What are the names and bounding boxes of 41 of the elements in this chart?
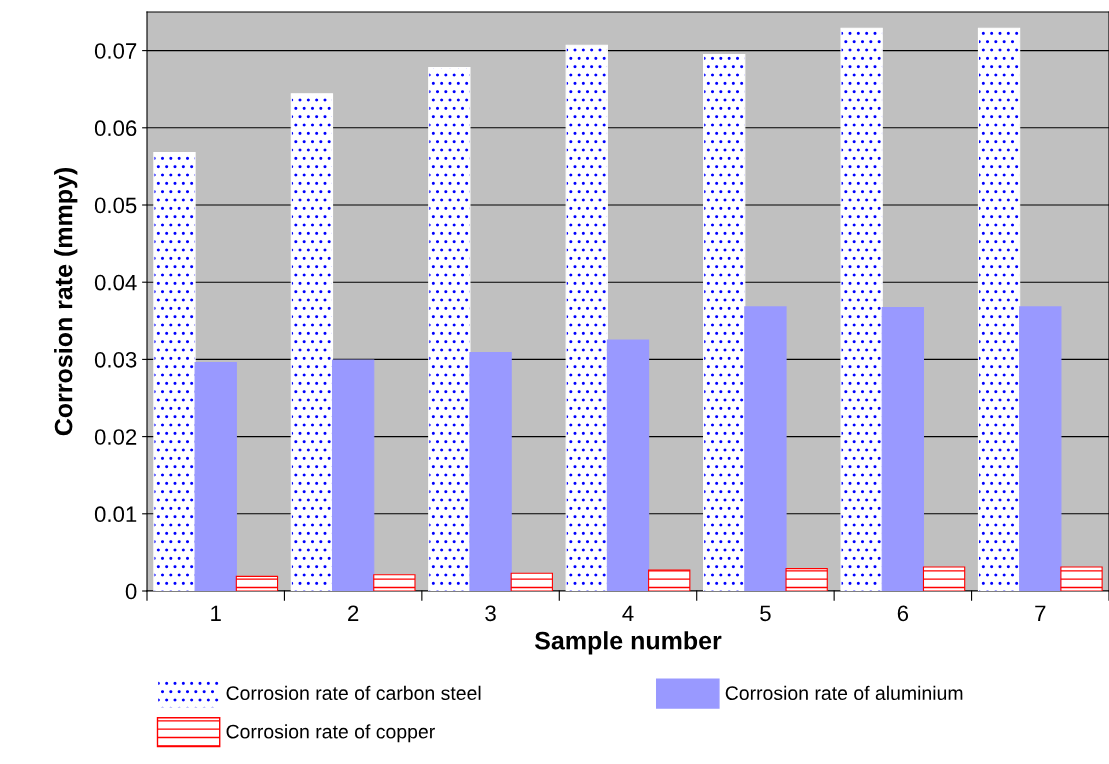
x-tick-label: 7 [1035,605,1046,621]
y-tick-label: 0.03 [94,351,137,368]
bar [469,351,512,591]
bar [565,44,608,591]
bar [703,53,746,591]
y-tick-label: 0.07 [94,43,137,59]
bar [235,575,279,591]
bar [977,27,1021,591]
bar [194,361,237,591]
bar [1019,306,1062,591]
bar [881,307,925,591]
bar [648,569,691,591]
legend-label: Corrosion rate of carbon steel [226,685,481,701]
x-tick-label: 4 [622,605,634,621]
bar [331,359,375,591]
bar [606,339,650,591]
bar [510,572,553,591]
x-tick-label: 3 [485,605,496,622]
x-tick-label: 2 [348,605,359,621]
y-axis-title: Corrosion rate (mmpy) [54,168,78,436]
bar [785,568,828,591]
bar [373,574,416,591]
bar [1060,566,1103,591]
y-tick-label: 0.04 [94,274,137,291]
y-tick-label: 0.06 [94,120,137,137]
bar [153,151,196,591]
y-tick-label: 0.01 [94,506,137,523]
x-tick-label: 1 [211,605,221,621]
x-axis-title: Sample number [534,631,722,655]
bar [744,306,787,591]
legend-label: Corrosion rate of copper [226,724,435,743]
y-tick-label: 0.02 [94,429,137,445]
y-tick-label: 0 [125,583,137,600]
bar [428,67,471,591]
x-tick-label: 5 [760,605,771,622]
y-tick-label: 0.05 [94,197,137,214]
legend-label: Corrosion rate of aluminium [725,685,963,701]
x-tick-label: 6 [897,605,909,622]
bar [840,27,883,591]
bar [290,93,334,591]
bar [922,566,966,591]
